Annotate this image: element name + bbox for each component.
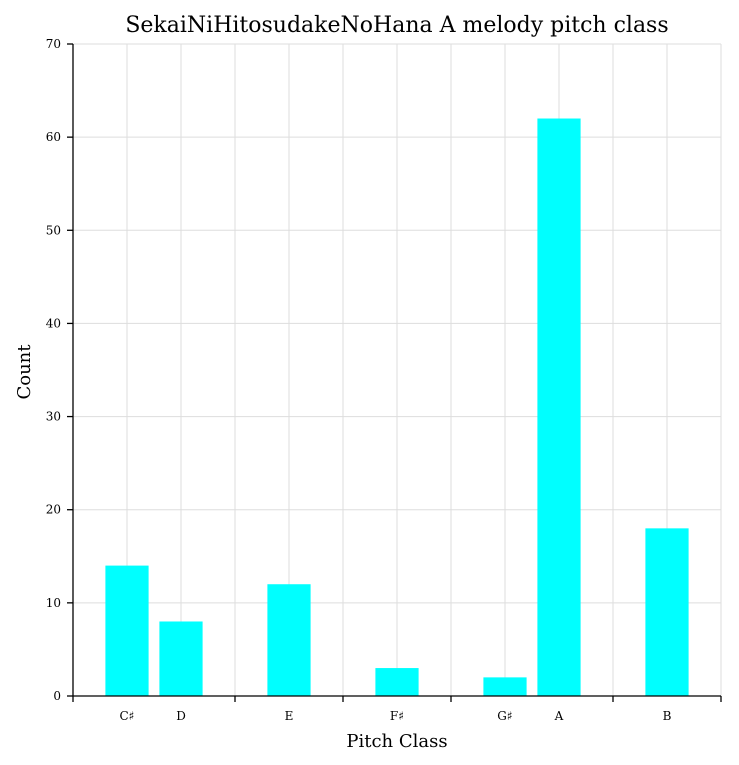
chart-title: SekaiNiHitosudakeNoHana A melody pitch c… xyxy=(125,13,668,38)
x-axis-label: Pitch Class xyxy=(346,731,447,752)
y-tick-label: 70 xyxy=(46,37,61,51)
x-category-label: F♯ xyxy=(390,709,404,723)
bar xyxy=(537,118,581,696)
y-tick-label: 50 xyxy=(46,223,61,237)
y-tick-label: 0 xyxy=(53,689,61,703)
bar xyxy=(105,565,149,696)
bar xyxy=(483,677,527,696)
x-category-label: A xyxy=(554,709,564,723)
bar xyxy=(159,621,203,696)
x-category-label: E xyxy=(285,709,294,723)
grid-lines xyxy=(72,43,722,697)
y-tick-label: 40 xyxy=(46,316,61,330)
bar xyxy=(645,528,689,696)
x-category-label: G♯ xyxy=(497,709,512,723)
y-tick-label: 10 xyxy=(46,596,61,610)
y-tick-label: 20 xyxy=(46,503,61,517)
x-category-label: C♯ xyxy=(120,709,135,723)
axes xyxy=(67,43,722,702)
y-tick-label: 60 xyxy=(46,130,61,144)
bar xyxy=(375,668,419,696)
x-category-label: B xyxy=(663,709,672,723)
y-axis-label: Count xyxy=(14,344,35,400)
y-tick-label: 30 xyxy=(46,410,61,424)
bar xyxy=(267,584,311,696)
tick-labels: 0 10 20 30 40 50 60 70 C♯ D E F♯ G♯ A B xyxy=(46,37,672,723)
x-category-label: D xyxy=(176,709,186,723)
bars xyxy=(105,118,689,696)
